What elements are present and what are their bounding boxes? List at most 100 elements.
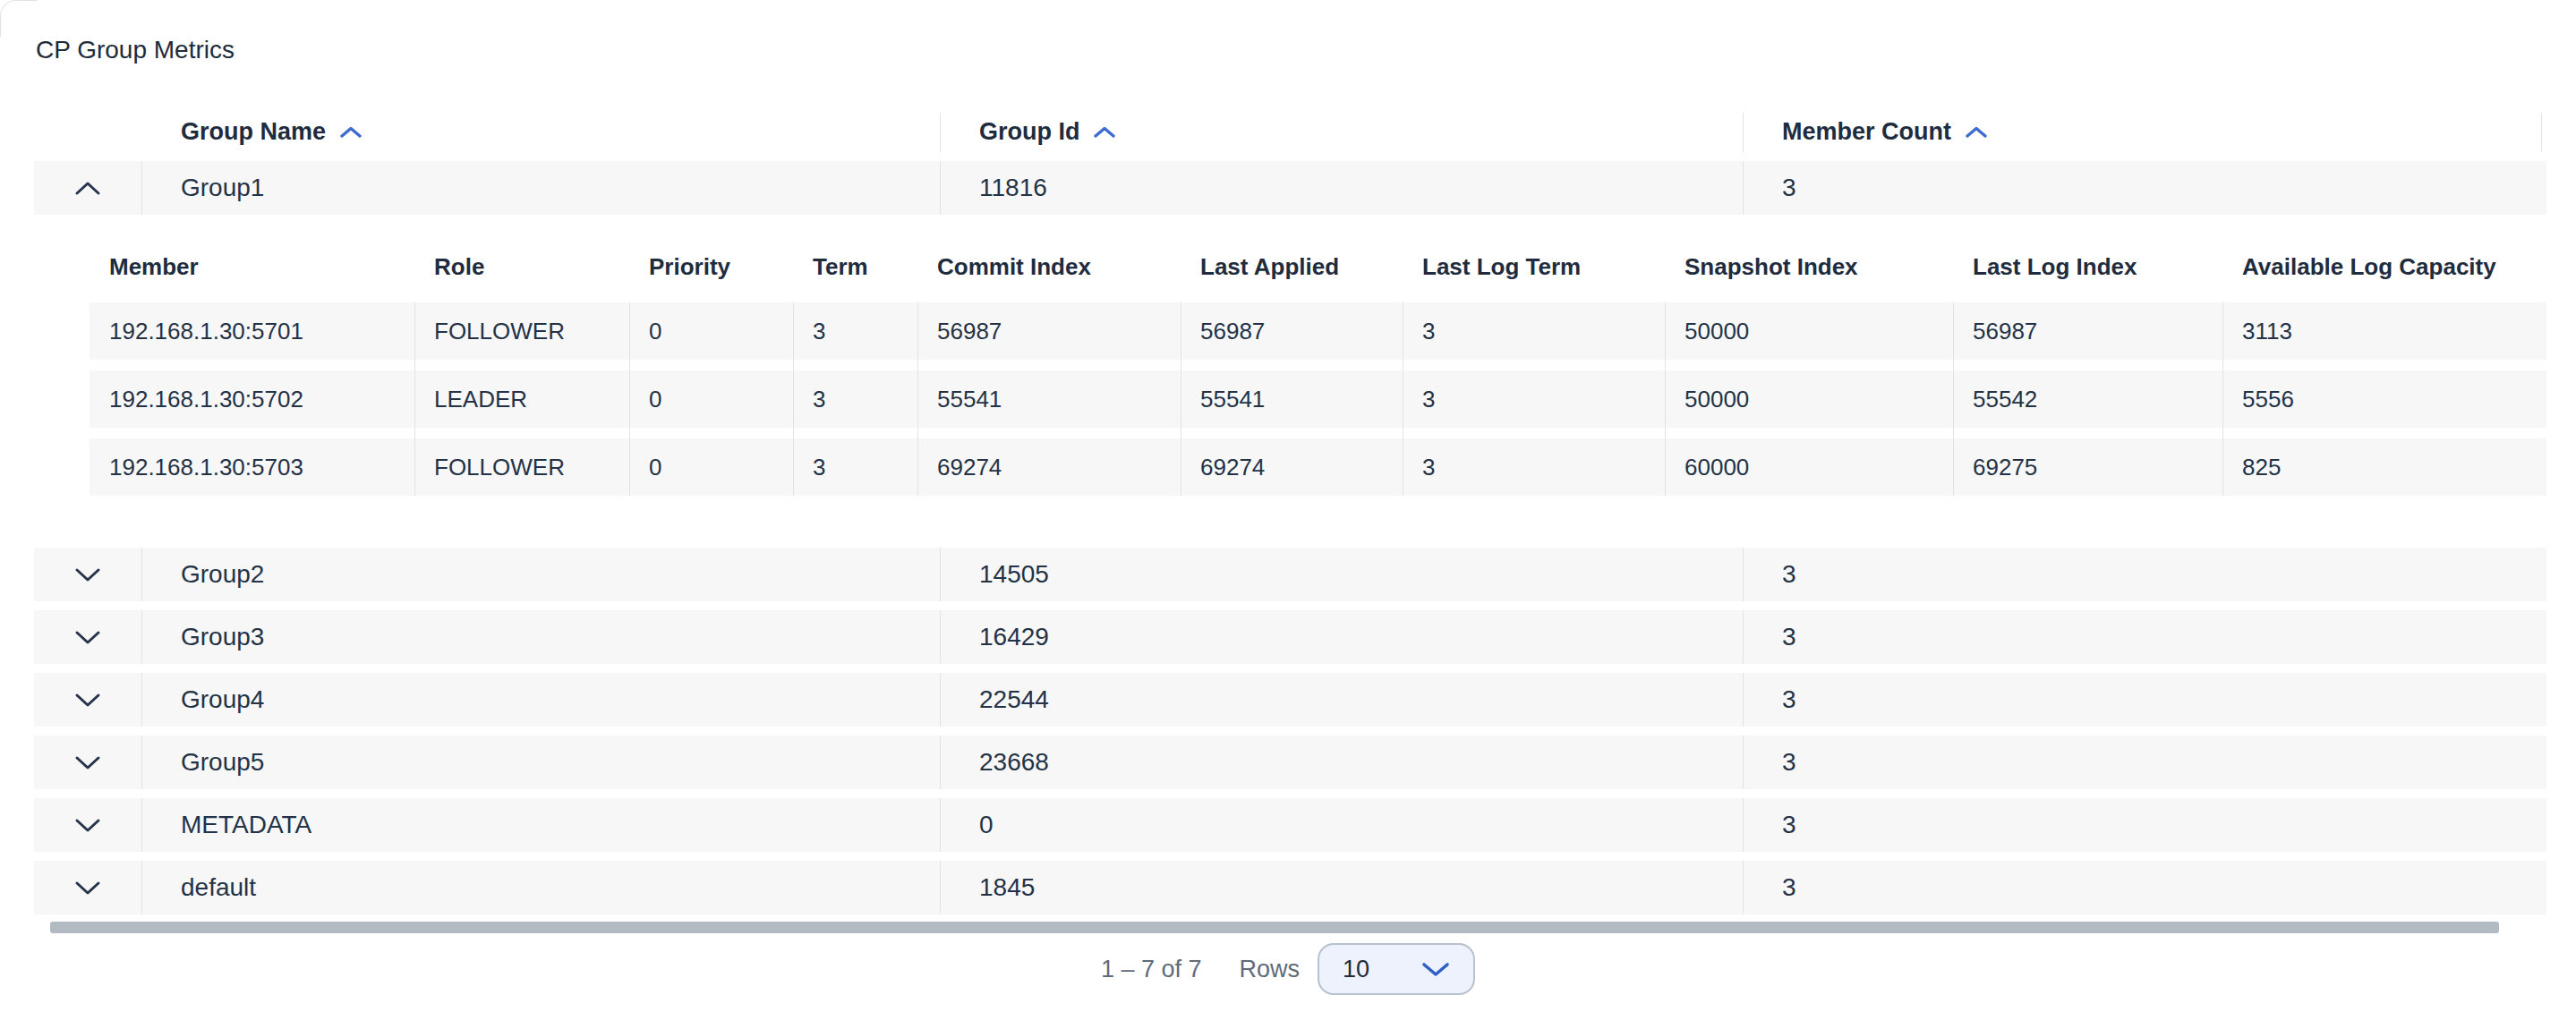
detail-column-header: Commit Index bbox=[917, 253, 1181, 281]
group-id-cell: 23668 bbox=[940, 748, 1743, 777]
column-separator bbox=[141, 161, 142, 215]
column-separator bbox=[940, 798, 941, 852]
chevron-down-icon bbox=[74, 693, 101, 708]
last-applied-cell: 56987 bbox=[1181, 318, 1403, 345]
expand-row-button[interactable] bbox=[65, 625, 110, 651]
member-row: 192.168.1.30:5701 FOLLOWER 0 3 56987 569… bbox=[90, 302, 2546, 360]
expand-row-button[interactable] bbox=[65, 687, 110, 713]
group-name-cell: Group4 bbox=[141, 685, 940, 714]
detail-column-header: Snapshot Index bbox=[1665, 253, 1953, 281]
available-log-capacity-cell: 3113 bbox=[2222, 318, 2546, 345]
last-log-index-cell: 69275 bbox=[1953, 454, 2222, 481]
group-id-cell: 1845 bbox=[940, 873, 1743, 902]
member-count-cell: 3 bbox=[1743, 811, 2546, 839]
column-separator bbox=[1743, 161, 1744, 215]
page-title: CP Group Metrics bbox=[36, 36, 235, 64]
column-separator bbox=[940, 113, 941, 152]
detail-column-header: Role bbox=[414, 253, 629, 281]
detail-column-header: Member bbox=[90, 253, 414, 281]
table-row: Group1 11816 3 bbox=[34, 161, 2546, 215]
chevron-down-icon bbox=[1421, 961, 1450, 977]
chevron-down-icon bbox=[74, 630, 101, 645]
horizontal-scrollbar-thumb[interactable] bbox=[50, 922, 2499, 933]
chevron-up-icon bbox=[74, 181, 101, 196]
member-row: 192.168.1.30:5703 FOLLOWER 0 3 69274 692… bbox=[90, 438, 2546, 496]
chevron-down-icon bbox=[74, 818, 101, 833]
column-separator bbox=[141, 610, 142, 664]
member-cell: 192.168.1.30:5702 bbox=[90, 386, 414, 413]
member-count-cell: 3 bbox=[1743, 748, 2546, 777]
column-label: Group Id bbox=[979, 118, 1079, 146]
table-row: default 1845 3 bbox=[34, 861, 2546, 914]
column-separator bbox=[940, 610, 941, 664]
column-separator bbox=[141, 736, 142, 789]
last-log-index-cell: 56987 bbox=[1953, 318, 2222, 345]
table-header-row: Group Name Group Id Member Count bbox=[34, 106, 2546, 157]
detail-column-header: Available Log Capacity bbox=[2222, 253, 2546, 281]
priority-cell: 0 bbox=[629, 386, 793, 413]
table-row: Group2 14505 3 bbox=[34, 548, 2546, 601]
expand-row-button[interactable] bbox=[65, 750, 110, 776]
group-id-cell: 14505 bbox=[940, 560, 1743, 589]
chevron-down-icon bbox=[74, 567, 101, 583]
chevron-down-icon bbox=[74, 880, 101, 896]
column-separator bbox=[1743, 861, 1744, 914]
column-header-group-id[interactable]: Group Id bbox=[940, 118, 1743, 146]
sort-ascending-icon bbox=[1966, 126, 1987, 138]
column-separator bbox=[1743, 610, 1744, 664]
expand-row-button[interactable] bbox=[65, 812, 110, 838]
column-separator bbox=[141, 548, 142, 601]
commit-index-cell: 56987 bbox=[917, 318, 1181, 345]
detail-column-header: Last Applied bbox=[1181, 253, 1403, 281]
sort-ascending-icon bbox=[340, 126, 362, 138]
panel-corner bbox=[0, 0, 37, 37]
priority-cell: 0 bbox=[629, 318, 793, 345]
group-id-cell: 0 bbox=[940, 811, 1743, 839]
collapse-row-button[interactable] bbox=[65, 175, 110, 201]
column-separator bbox=[1743, 798, 1744, 852]
column-header-group-name[interactable]: Group Name bbox=[141, 118, 940, 146]
group-name-cell: Group2 bbox=[141, 560, 940, 589]
cp-group-table: Group Name Group Id Member Count Gro bbox=[34, 106, 2546, 914]
available-log-capacity-cell: 5556 bbox=[2222, 386, 2546, 413]
member-detail-table: Member Role Priority Term Commit Index L… bbox=[90, 249, 2546, 496]
column-separator bbox=[1953, 302, 1954, 496]
group-name-cell: METADATA bbox=[141, 811, 940, 839]
column-separator bbox=[629, 302, 630, 496]
detail-header-row: Member Role Priority Term Commit Index L… bbox=[90, 249, 2546, 285]
sort-ascending-icon bbox=[1094, 126, 1115, 138]
expand-row-button[interactable] bbox=[65, 875, 110, 901]
column-separator bbox=[940, 861, 941, 914]
column-separator bbox=[141, 673, 142, 727]
role-cell: FOLLOWER bbox=[414, 318, 629, 345]
last-applied-cell: 69274 bbox=[1181, 454, 1403, 481]
member-cell: 192.168.1.30:5701 bbox=[90, 318, 414, 345]
detail-column-header: Term bbox=[793, 253, 917, 281]
column-separator bbox=[1743, 548, 1744, 601]
rows-per-page-select[interactable]: 10 bbox=[1318, 943, 1475, 995]
column-label: Group Name bbox=[181, 118, 326, 146]
pagination-range: 1 – 7 of 7 bbox=[1101, 956, 1202, 983]
column-separator bbox=[414, 302, 415, 496]
snapshot-index-cell: 50000 bbox=[1665, 386, 1953, 413]
column-separator bbox=[940, 548, 941, 601]
group-name-cell: Group1 bbox=[141, 174, 940, 202]
detail-body: 192.168.1.30:5701 FOLLOWER 0 3 56987 569… bbox=[90, 302, 2546, 496]
last-applied-cell: 55541 bbox=[1181, 386, 1403, 413]
expand-row-button[interactable] bbox=[65, 562, 110, 588]
member-count-cell: 3 bbox=[1743, 560, 2546, 589]
role-cell: FOLLOWER bbox=[414, 454, 629, 481]
member-count-cell: 3 bbox=[1743, 174, 2546, 202]
column-separator bbox=[793, 302, 794, 496]
snapshot-index-cell: 50000 bbox=[1665, 318, 1953, 345]
column-separator bbox=[940, 161, 941, 215]
table-row: Group5 23668 3 bbox=[34, 736, 2546, 789]
detail-column-header: Priority bbox=[629, 253, 793, 281]
column-separator bbox=[1665, 302, 1666, 496]
table-row: Group3 16429 3 bbox=[34, 610, 2546, 664]
table-row: Group4 22544 3 bbox=[34, 673, 2546, 727]
column-header-member-count[interactable]: Member Count bbox=[1743, 118, 2546, 146]
column-separator bbox=[2222, 302, 2223, 496]
last-log-term-cell: 3 bbox=[1403, 386, 1665, 413]
last-log-term-cell: 3 bbox=[1403, 318, 1665, 345]
